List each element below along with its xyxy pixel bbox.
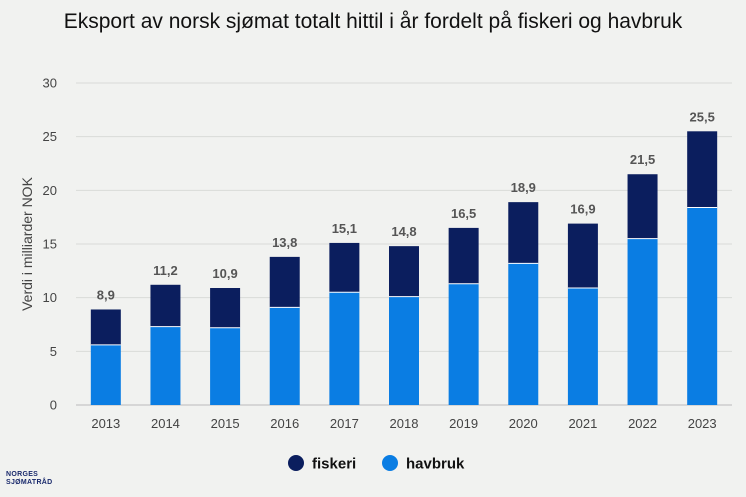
x-tick-label: 2020 bbox=[509, 416, 538, 431]
bar-fiskeri bbox=[150, 284, 181, 327]
data-label: 16,9 bbox=[570, 202, 595, 217]
x-tick-label: 2016 bbox=[270, 416, 299, 431]
bar-fiskeri bbox=[329, 242, 360, 293]
bar-fiskeri bbox=[389, 246, 419, 297]
bar-fiskeri bbox=[687, 131, 718, 208]
chart-title: Eksport av norsk sjømat totalt hittil i … bbox=[63, 10, 683, 33]
x-tick-label: 2015 bbox=[211, 416, 240, 431]
legend-label: fiskeri bbox=[312, 456, 356, 473]
y-axis-label: Verdi i milliarder NOK bbox=[19, 176, 35, 310]
legend-marker bbox=[382, 455, 398, 471]
legend-marker bbox=[288, 455, 304, 471]
data-label: 21,5 bbox=[630, 152, 655, 167]
bar-havbruk bbox=[90, 344, 121, 405]
bar-havbruk bbox=[448, 283, 479, 405]
data-label: 15,1 bbox=[332, 221, 357, 236]
legend-label: havbruk bbox=[406, 456, 465, 473]
data-label: 16,5 bbox=[451, 206, 476, 221]
bar-fiskeri bbox=[508, 202, 539, 264]
bar-havbruk bbox=[210, 327, 241, 405]
x-tick-label: 2017 bbox=[330, 416, 359, 431]
bar-fiskeri bbox=[90, 309, 121, 345]
norges-sjomatrad-logo: NORGES SJØMATRÅD bbox=[6, 471, 53, 487]
data-label: 8,9 bbox=[97, 287, 115, 302]
x-tick-label: 2022 bbox=[628, 416, 657, 431]
bar-fiskeri bbox=[567, 223, 598, 289]
x-tick-label: 2013 bbox=[91, 416, 120, 431]
data-label: 14,8 bbox=[391, 224, 416, 239]
data-label: 10,9 bbox=[212, 266, 237, 281]
y-tick-label: 5 bbox=[50, 344, 57, 359]
data-label: 13,8 bbox=[272, 235, 297, 250]
bar-havbruk bbox=[150, 326, 181, 405]
data-label: 11,2 bbox=[153, 263, 178, 278]
bar-havbruk bbox=[329, 292, 360, 405]
bar-fiskeri bbox=[627, 174, 658, 239]
x-tick-label: 2018 bbox=[390, 416, 419, 431]
bar-fiskeri bbox=[210, 288, 241, 328]
bar-havbruk bbox=[567, 288, 598, 405]
bar-havbruk bbox=[269, 307, 300, 405]
x-tick-label: 2014 bbox=[151, 416, 180, 431]
y-tick-label: 10 bbox=[43, 290, 57, 305]
logo-line-1: NORGES bbox=[6, 471, 39, 478]
bar-fiskeri bbox=[448, 227, 479, 284]
y-tick-label: 15 bbox=[43, 237, 57, 252]
y-tick-label: 0 bbox=[50, 398, 57, 413]
data-label: 25,5 bbox=[690, 109, 715, 124]
x-tick-label: 2023 bbox=[688, 416, 717, 431]
bar-fiskeri bbox=[269, 256, 300, 308]
data-label: 18,9 bbox=[511, 180, 536, 195]
bar-havbruk bbox=[389, 296, 419, 405]
logo-line-2: SJØMATRÅD bbox=[6, 479, 53, 486]
y-tick-label: 20 bbox=[43, 183, 57, 198]
y-tick-label: 30 bbox=[43, 76, 57, 91]
y-tick-label: 25 bbox=[43, 129, 57, 144]
x-tick-label: 2019 bbox=[449, 416, 478, 431]
x-tick-label: 2021 bbox=[568, 416, 597, 431]
bar-havbruk bbox=[508, 263, 539, 405]
bar-havbruk bbox=[627, 238, 658, 405]
bar-havbruk bbox=[687, 207, 718, 405]
